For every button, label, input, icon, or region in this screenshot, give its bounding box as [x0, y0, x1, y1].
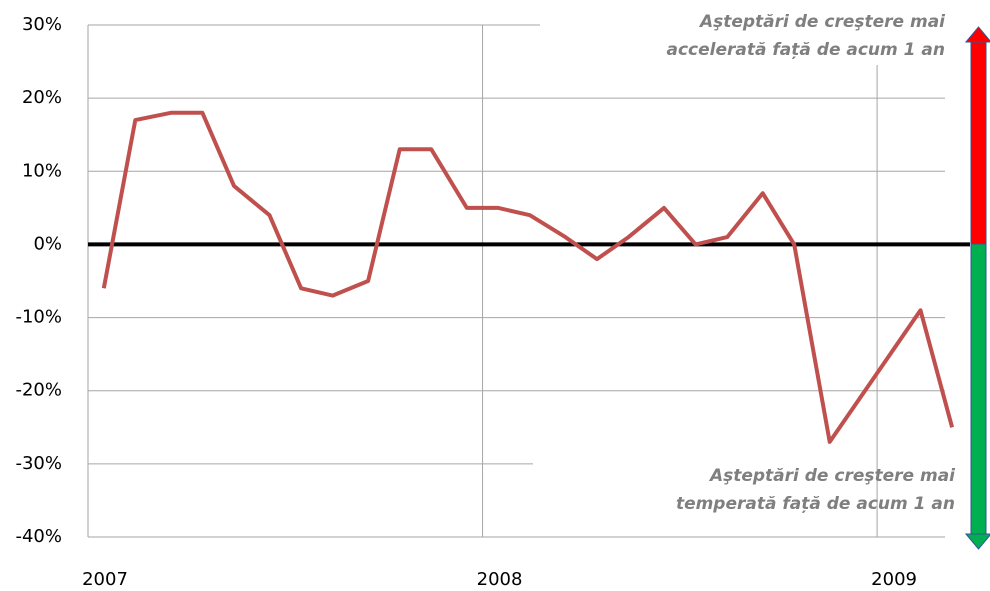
annotation: accelerată față de acum 1 an — [667, 40, 946, 60]
x-tick-label: 2008 — [477, 569, 523, 590]
y-tick-label: -30% — [15, 453, 62, 474]
y-tick-label: -20% — [15, 380, 62, 401]
expectation-arrow — [964, 26, 990, 550]
annotation: Aşteptări de creştere mai — [698, 12, 946, 32]
y-tick-label: 0% — [33, 233, 62, 254]
x-tick-label: 2009 — [871, 569, 917, 590]
y-tick-label: 10% — [22, 160, 62, 181]
y-tick-label: 20% — [22, 87, 62, 108]
y-tick-label: -10% — [15, 307, 62, 328]
annotation: temperată față de acum 1 an — [676, 494, 955, 514]
y-tick-label: 30% — [22, 14, 62, 35]
y-tick-label: -40% — [15, 526, 62, 547]
data-line — [101, 110, 955, 444]
x-tick-label: 2007 — [82, 569, 128, 590]
annotation: Aşteptări de creştere mai — [708, 466, 956, 486]
